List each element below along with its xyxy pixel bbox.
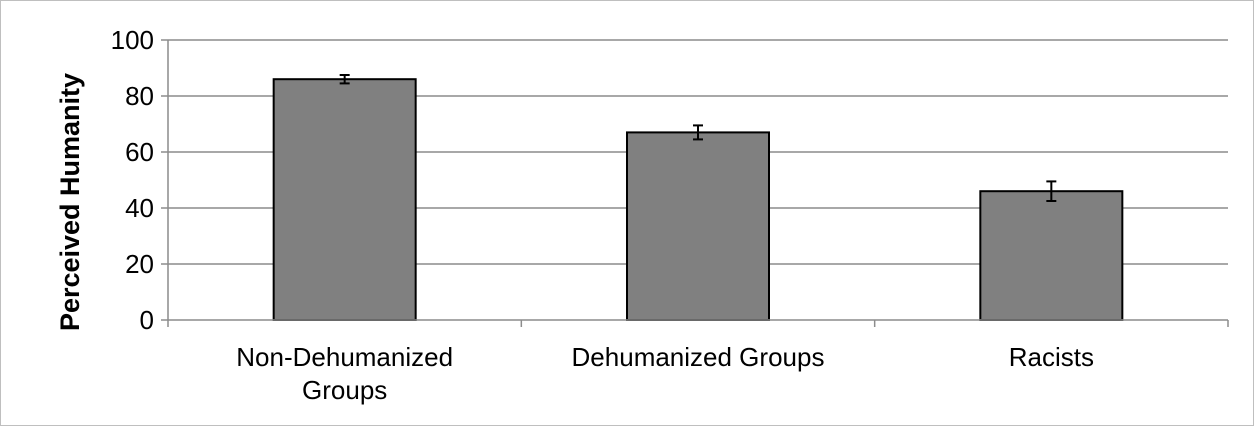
- bar: [626, 131, 770, 321]
- bars: [272, 74, 1124, 321]
- bar: [979, 190, 1124, 321]
- y-tick-label: 40: [125, 193, 154, 223]
- x-tick-label: Non-Dehumanized: [236, 342, 453, 372]
- y-tick-label: 0: [140, 305, 154, 335]
- y-tick-label: 100: [111, 25, 154, 55]
- y-axis-label: Perceived Humanity: [55, 73, 85, 331]
- y-tick-label: 80: [125, 81, 154, 111]
- bar: [272, 78, 417, 321]
- x-tick-label: Groups: [302, 375, 387, 405]
- axes: [161, 39, 1229, 327]
- y-tick-label: 60: [125, 137, 154, 167]
- x-tick-label: Dehumanized Groups: [572, 342, 825, 372]
- y-tick-label: 20: [125, 249, 154, 279]
- x-tick-label: Racists: [1009, 342, 1094, 372]
